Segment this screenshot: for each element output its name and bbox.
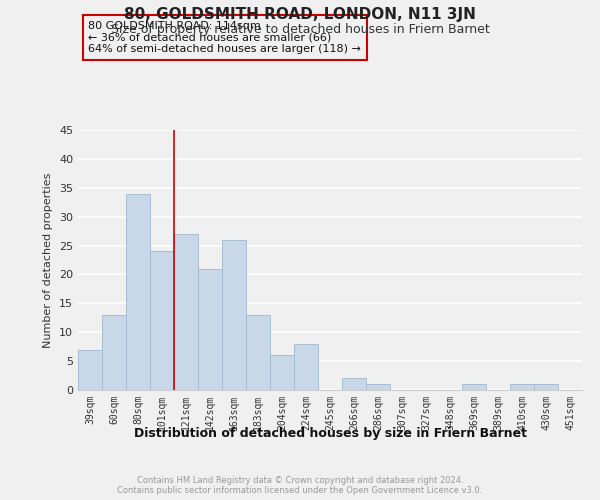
Bar <box>534 384 558 390</box>
Text: Contains HM Land Registry data © Crown copyright and database right 2024.
Contai: Contains HM Land Registry data © Crown c… <box>118 476 482 495</box>
Bar <box>342 378 366 390</box>
Bar <box>150 252 174 390</box>
Bar <box>102 315 126 390</box>
Bar <box>222 240 246 390</box>
Bar <box>462 384 486 390</box>
Bar <box>366 384 390 390</box>
Bar <box>126 194 150 390</box>
Bar <box>294 344 318 390</box>
Text: Size of property relative to detached houses in Friern Barnet: Size of property relative to detached ho… <box>110 22 490 36</box>
Bar <box>270 356 294 390</box>
Text: 80 GOLDSMITH ROAD: 114sqm
← 36% of detached houses are smaller (66)
64% of semi-: 80 GOLDSMITH ROAD: 114sqm ← 36% of detac… <box>88 21 361 54</box>
Bar <box>510 384 534 390</box>
Y-axis label: Number of detached properties: Number of detached properties <box>43 172 53 348</box>
Bar <box>198 268 222 390</box>
Text: Distribution of detached houses by size in Friern Barnet: Distribution of detached houses by size … <box>133 428 527 440</box>
Bar <box>174 234 198 390</box>
Bar <box>246 315 270 390</box>
Bar <box>78 350 102 390</box>
Text: 80, GOLDSMITH ROAD, LONDON, N11 3JN: 80, GOLDSMITH ROAD, LONDON, N11 3JN <box>124 8 476 22</box>
